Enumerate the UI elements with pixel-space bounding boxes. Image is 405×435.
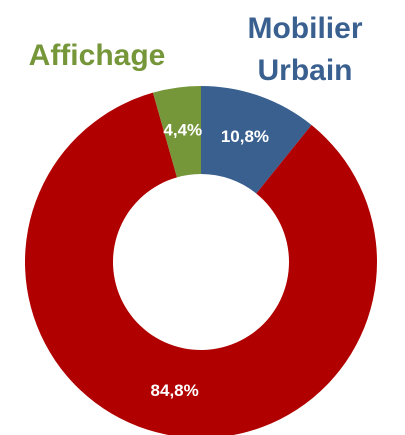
- category-label: Mobilier Urbain: [247, 12, 362, 87]
- value-label: 4,4%: [163, 121, 202, 140]
- category-label: Affichage: [29, 39, 166, 72]
- donut-segment: [25, 92, 377, 435]
- value-label: 10,8%: [221, 127, 269, 146]
- donut-segment: [201, 86, 312, 194]
- donut-segment: [152, 86, 201, 178]
- value-label: 84,8%: [151, 381, 199, 400]
